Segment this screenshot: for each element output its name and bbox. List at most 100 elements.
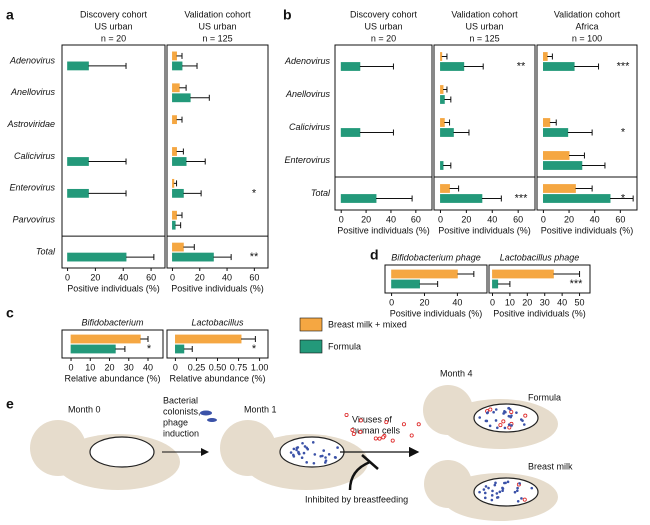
bar <box>172 220 176 230</box>
category-label: Parvovirus <box>12 215 55 225</box>
subplot-title: US urban <box>94 21 132 31</box>
x-tick-label: 0 <box>69 362 74 372</box>
bar <box>440 95 445 104</box>
subplot-title: n = 125 <box>202 33 232 43</box>
virus-dot <box>416 422 421 427</box>
legend-label: Formula <box>328 341 361 351</box>
x-tick-label: 40 <box>557 297 567 307</box>
bar <box>67 188 89 198</box>
microbe-dot <box>486 411 490 414</box>
x-tick-label: 0.75 <box>230 362 248 372</box>
x-tick-label: 0 <box>170 272 175 282</box>
x-tick-label: 0.25 <box>188 362 206 372</box>
bar <box>172 252 214 262</box>
x-axis-label: Positive individuals (%) <box>541 225 634 235</box>
microbe-dot <box>303 445 307 448</box>
bar <box>67 157 89 166</box>
microbe-dot <box>515 411 518 414</box>
virus-dot <box>384 420 389 425</box>
virus-dot <box>509 409 514 414</box>
bar <box>172 61 183 71</box>
virus-dot <box>358 429 363 434</box>
plot-frame <box>536 44 638 211</box>
legend-swatch <box>299 339 323 354</box>
bar <box>440 128 454 137</box>
subplot-title: Discovery cohort <box>350 9 418 19</box>
x-tick-label: 10 <box>85 362 95 372</box>
microbe-dot <box>509 415 513 419</box>
virus-dot <box>351 432 356 437</box>
subplot-title: Validation cohort <box>554 9 621 19</box>
plot-frame <box>488 264 591 294</box>
microbe-dot <box>483 496 487 500</box>
x-tick-label: 20 <box>522 297 532 307</box>
bar <box>440 52 443 61</box>
microbe-dot <box>504 481 507 485</box>
bar <box>543 194 611 203</box>
microbe-dot <box>478 490 481 494</box>
subplot-title: n = 20 <box>371 33 396 43</box>
bar <box>391 279 420 289</box>
x-tick-label: 0 <box>339 214 344 224</box>
microbe-dot <box>485 419 489 423</box>
microbe-dot <box>494 481 497 485</box>
microbe-dot <box>530 486 534 490</box>
virus-dot <box>350 428 355 433</box>
virus-dot <box>373 436 378 441</box>
label: human cells <box>352 425 401 435</box>
x-tick-label: 40 <box>143 362 153 372</box>
microbe-dot <box>302 451 306 455</box>
microbe-dot <box>507 406 511 410</box>
inhibition-bar <box>361 454 379 470</box>
bar <box>543 52 548 61</box>
significance: ** <box>250 251 259 263</box>
microbe-dot <box>516 500 520 503</box>
x-tick-label: 20 <box>361 214 371 224</box>
microbe-dot <box>312 461 316 465</box>
x-tick-label: 60 <box>411 214 421 224</box>
x-axis-label: Relative abundance (%) <box>64 373 160 383</box>
microbe-dot <box>488 424 492 428</box>
significance: *** <box>617 60 631 72</box>
subplot-title: Discovery cohort <box>80 9 148 19</box>
bar <box>440 85 444 94</box>
microbe-dot <box>311 441 315 444</box>
bar <box>440 194 483 203</box>
x-axis-label: Positive individuals (%) <box>67 283 160 293</box>
bar <box>175 344 185 354</box>
x-tick-label: 60 <box>146 272 156 282</box>
x-tick-label: 1.00 <box>251 362 269 372</box>
label: Inhibited by breastfeeding <box>305 494 408 504</box>
bar <box>67 61 89 71</box>
label: Month 0 <box>68 404 101 414</box>
subplot-title: Africa <box>575 21 598 31</box>
subplot-title: Lactobacillus <box>191 317 244 327</box>
category-label: Total <box>311 188 331 198</box>
microbe-dot <box>496 426 499 430</box>
plot-frame <box>334 44 433 211</box>
bar <box>70 344 116 354</box>
microbe-dot <box>292 447 296 451</box>
significance: * <box>252 343 257 355</box>
subplot-title: Bifidobacterium phage <box>391 252 481 262</box>
virus-dot <box>401 422 406 427</box>
x-axis-label: Positive individuals (%) <box>493 308 586 318</box>
legend-swatch <box>299 317 323 332</box>
x-tick-label: 40 <box>222 272 232 282</box>
microbe-dot <box>522 423 526 426</box>
bar <box>340 128 361 137</box>
x-tick-label: 20 <box>105 362 115 372</box>
diagram: e Month 0 Bacterial colonists, phage ind… <box>6 368 573 521</box>
gut <box>89 436 155 468</box>
microbe-dot <box>336 446 339 449</box>
x-tick-label: 20 <box>90 272 100 282</box>
subplot-title: US urban <box>364 21 402 31</box>
virus-dot <box>488 407 493 412</box>
microbe-dot <box>496 495 500 499</box>
microbe-dot <box>295 448 298 452</box>
microbe-dot <box>491 489 494 493</box>
virus-dot <box>381 435 386 440</box>
microbe-dot <box>297 451 300 455</box>
microbe-dot <box>492 410 495 414</box>
microbe-dot <box>498 490 502 494</box>
